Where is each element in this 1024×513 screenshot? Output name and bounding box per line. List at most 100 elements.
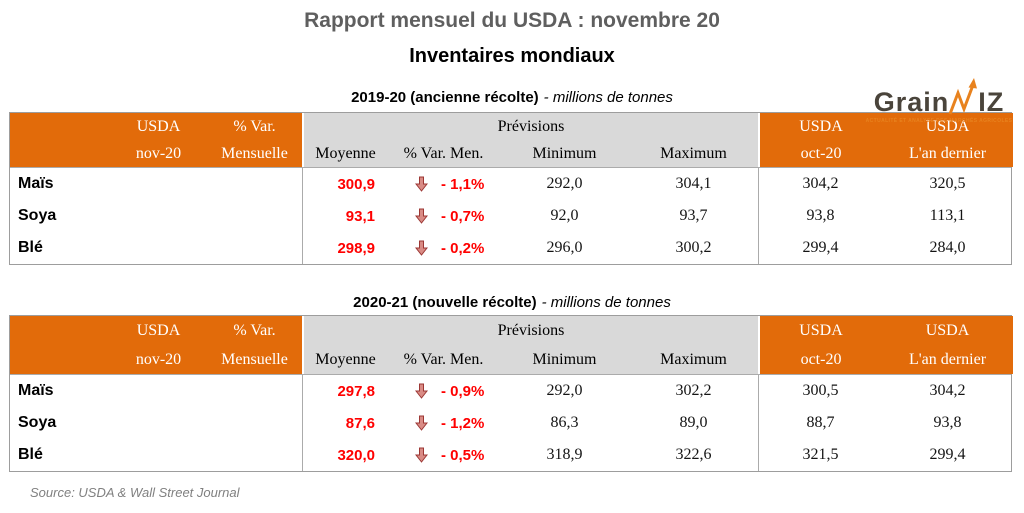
table-row: Maïs 297,8 - 0,9% 292,0 302,2 300,5 304,… bbox=[10, 375, 1011, 407]
down-arrow-icon bbox=[415, 208, 428, 224]
table-row: Maïs 300,9 - 1,1% 292,0 304,1 304,2 320,… bbox=[10, 168, 1011, 200]
oct20-value: 299,4 bbox=[758, 232, 882, 264]
var-men-cell: - 0,9% bbox=[387, 375, 500, 407]
table-row: Blé 320,0 - 0,5% 318,9 322,6 321,5 299,4 bbox=[10, 439, 1011, 471]
header-blank-cell bbox=[10, 316, 110, 345]
table-header: USDA % Var. Prévisions USDA USDA nov-20 … bbox=[10, 113, 1013, 167]
header-last-year-label: L'an dernier bbox=[882, 140, 1013, 167]
table-row: Soya 93,1 - 0,7% 92,0 93,7 93,8 113,1 bbox=[10, 200, 1011, 232]
moyenne-value: 300,9 bbox=[302, 168, 387, 200]
header-minimum: Minimum bbox=[500, 345, 629, 374]
commodity-name: Soya bbox=[18, 207, 57, 224]
logo-text-iz: IZ bbox=[978, 87, 1005, 117]
table-title-bold: 2020-21 (nouvelle récolte) bbox=[353, 294, 537, 311]
header-usda-nov20-date: nov-20 bbox=[110, 345, 207, 374]
header-row-1: USDA % Var. Prévisions USDA USDA bbox=[10, 316, 1013, 345]
oct20-value: 321,5 bbox=[758, 439, 882, 471]
last-year-value: 113,1 bbox=[929, 207, 966, 224]
var-men-value: - 0,2% bbox=[441, 239, 485, 257]
table-title-bold: 2019-20 (ancienne récolte) bbox=[351, 89, 539, 106]
header-moyenne: Moyenne bbox=[302, 345, 387, 374]
usda-nov20-value-empty bbox=[110, 232, 207, 264]
oct20-value: 93,8 bbox=[758, 200, 882, 232]
oct20-value: 88,7 bbox=[758, 407, 882, 439]
header-moyenne: Moyenne bbox=[302, 140, 387, 167]
minimum-value: 92,0 bbox=[550, 207, 579, 224]
table-header: USDA % Var. Prévisions USDA USDA nov-20 … bbox=[10, 316, 1013, 374]
header-previsions: Prévisions bbox=[302, 113, 758, 140]
header-var-mensuelle: % Var. bbox=[207, 316, 302, 345]
table-body: Maïs 297,8 - 0,9% 292,0 302,2 300,5 304,… bbox=[10, 374, 1011, 471]
header-oct20-date: oct-20 bbox=[758, 140, 882, 167]
usda-nov20-value-empty bbox=[110, 168, 207, 200]
minimum-value: 296,0 bbox=[546, 239, 583, 256]
var-men-cell: - 1,2% bbox=[387, 407, 500, 439]
moyenne-value: 93,1 bbox=[302, 200, 387, 232]
grainwiz-logo: Grain IZ ACTUALITÉ ET ANALYSE DES MARCHÉ… bbox=[864, 78, 1014, 124]
commodity-name: Blé bbox=[18, 239, 43, 256]
minimum-value: 86,3 bbox=[550, 414, 579, 431]
header-minimum: Minimum bbox=[500, 140, 629, 167]
header-var-men: % Var. Men. bbox=[387, 140, 500, 167]
header-maximum: Maximum bbox=[629, 140, 758, 167]
down-arrow-icon bbox=[415, 415, 428, 431]
header-var-men: % Var. Men. bbox=[387, 345, 500, 374]
oct20-value: 300,5 bbox=[758, 375, 882, 407]
last-year-value: 93,8 bbox=[933, 414, 962, 431]
maximum-value: 93,7 bbox=[679, 207, 708, 224]
logo-tagline: ACTUALITÉ ET ANALYSE DES MARCHÉS AGRICOL… bbox=[865, 118, 1013, 124]
table-title-units: - millions de tonnes bbox=[541, 294, 671, 311]
var-mensuelle-value-empty bbox=[207, 407, 302, 439]
var-men-value: - 0,5% bbox=[441, 446, 485, 464]
usda-nov20-value-empty bbox=[110, 375, 207, 407]
source-note: Source: USDA & Wall Street Journal bbox=[30, 485, 240, 500]
header-var-mensuelle-label: Mensuelle bbox=[207, 345, 302, 374]
table-title-2020-21: 2020-21 (nouvelle récolte) - millions de … bbox=[0, 293, 1024, 313]
commodity-name: Maïs bbox=[18, 175, 54, 192]
maximum-value: 304,1 bbox=[675, 175, 712, 192]
var-men-cell: - 0,2% bbox=[387, 232, 500, 264]
moyenne-value: 320,0 bbox=[302, 439, 387, 471]
header-usda-last-year: USDA bbox=[882, 113, 1013, 140]
header-row-2: nov-20 Mensuelle Moyenne % Var. Men. Min… bbox=[10, 140, 1013, 167]
down-arrow-icon bbox=[415, 240, 428, 256]
header-oct20-date: oct-20 bbox=[758, 345, 882, 374]
var-men-value: - 1,2% bbox=[441, 414, 485, 432]
moyenne-value: 297,8 bbox=[302, 375, 387, 407]
header-maximum: Maximum bbox=[629, 345, 758, 374]
var-men-value: - 1,1% bbox=[441, 175, 485, 193]
down-arrow-icon bbox=[415, 447, 428, 463]
down-arrow-icon bbox=[415, 176, 428, 192]
header-usda-oct20: USDA bbox=[758, 113, 882, 140]
header-var-mensuelle: % Var. bbox=[207, 113, 302, 140]
commodity-name: Blé bbox=[18, 446, 43, 463]
header-blank-cell bbox=[10, 113, 110, 140]
logo-wordmark: Grain IZ bbox=[864, 78, 1014, 116]
report-title: Rapport mensuel du USDA : novembre 20 bbox=[304, 9, 720, 32]
last-year-value: 320,5 bbox=[929, 175, 966, 192]
harvest-table-2019-20: USDA % Var. Prévisions USDA USDA nov-20 … bbox=[9, 112, 1013, 265]
var-mensuelle-value-empty bbox=[207, 200, 302, 232]
minimum-value: 292,0 bbox=[546, 175, 583, 192]
moyenne-value: 298,9 bbox=[302, 232, 387, 264]
var-men-cell: - 0,7% bbox=[387, 200, 500, 232]
down-arrow-icon bbox=[415, 383, 428, 399]
table-row: Blé 298,9 - 0,2% 296,0 300,2 299,4 284,0 bbox=[10, 232, 1011, 264]
var-men-value: - 0,7% bbox=[441, 207, 485, 225]
header-last-year-label: L'an dernier bbox=[882, 345, 1013, 374]
var-mensuelle-value-empty bbox=[207, 232, 302, 264]
usda-nov20-value-empty bbox=[110, 439, 207, 471]
var-men-value: - 0,9% bbox=[441, 382, 485, 400]
header-row-1: USDA % Var. Prévisions USDA USDA bbox=[10, 113, 1013, 140]
harvest-table-2020-21: USDA % Var. Prévisions USDA USDA nov-20 … bbox=[9, 315, 1013, 472]
table-body: Maïs 300,9 - 1,1% 292,0 304,1 304,2 320,… bbox=[10, 167, 1011, 264]
header-usda-nov20: USDA bbox=[110, 113, 207, 140]
commodity-name: Soya bbox=[18, 414, 57, 431]
header-var-mensuelle-label: Mensuelle bbox=[207, 140, 302, 167]
header-blank-cell bbox=[10, 140, 110, 167]
header-row-2: nov-20 Mensuelle Moyenne % Var. Men. Min… bbox=[10, 345, 1013, 374]
logo-w-zigzag-arrow-icon bbox=[948, 78, 978, 115]
header-previsions: Prévisions bbox=[302, 316, 758, 345]
minimum-value: 318,9 bbox=[546, 446, 583, 463]
var-mensuelle-value-empty bbox=[207, 168, 302, 200]
